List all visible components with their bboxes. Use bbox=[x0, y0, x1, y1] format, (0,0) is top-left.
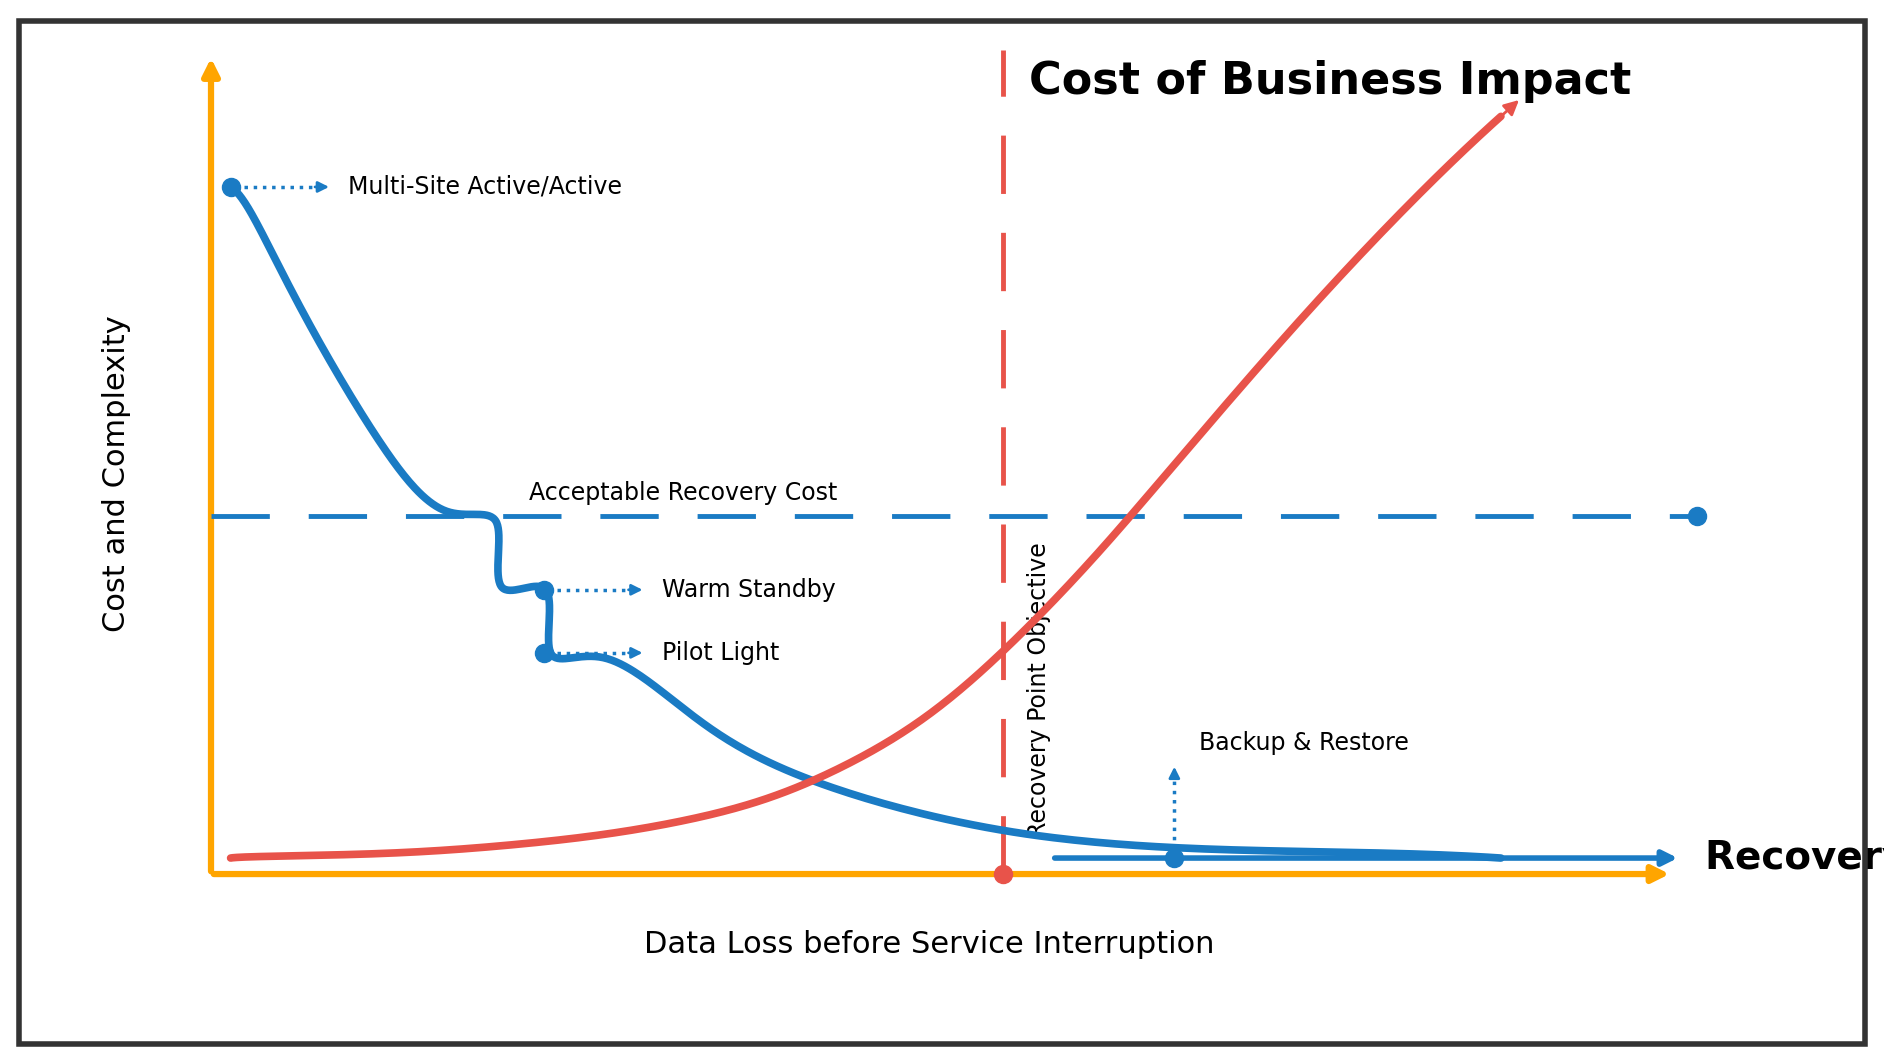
Text: Data Loss before Service Interruption: Data Loss before Service Interruption bbox=[644, 929, 1215, 959]
Text: Acceptable Recovery Cost: Acceptable Recovery Cost bbox=[529, 481, 838, 505]
Text: Cost of Business Impact: Cost of Business Impact bbox=[1029, 60, 1632, 103]
Text: Cost and Complexity: Cost and Complexity bbox=[102, 315, 130, 632]
Text: Pilot Light: Pilot Light bbox=[661, 640, 780, 665]
Text: Backup & Restore: Backup & Restore bbox=[1198, 730, 1409, 754]
Text: Recovery Cost: Recovery Cost bbox=[1705, 839, 1884, 877]
Text: Warm Standby: Warm Standby bbox=[661, 578, 835, 601]
Text: Recovery Point Objective: Recovery Point Objective bbox=[1027, 542, 1051, 839]
Text: Multi-Site Active/Active: Multi-Site Active/Active bbox=[349, 175, 622, 199]
